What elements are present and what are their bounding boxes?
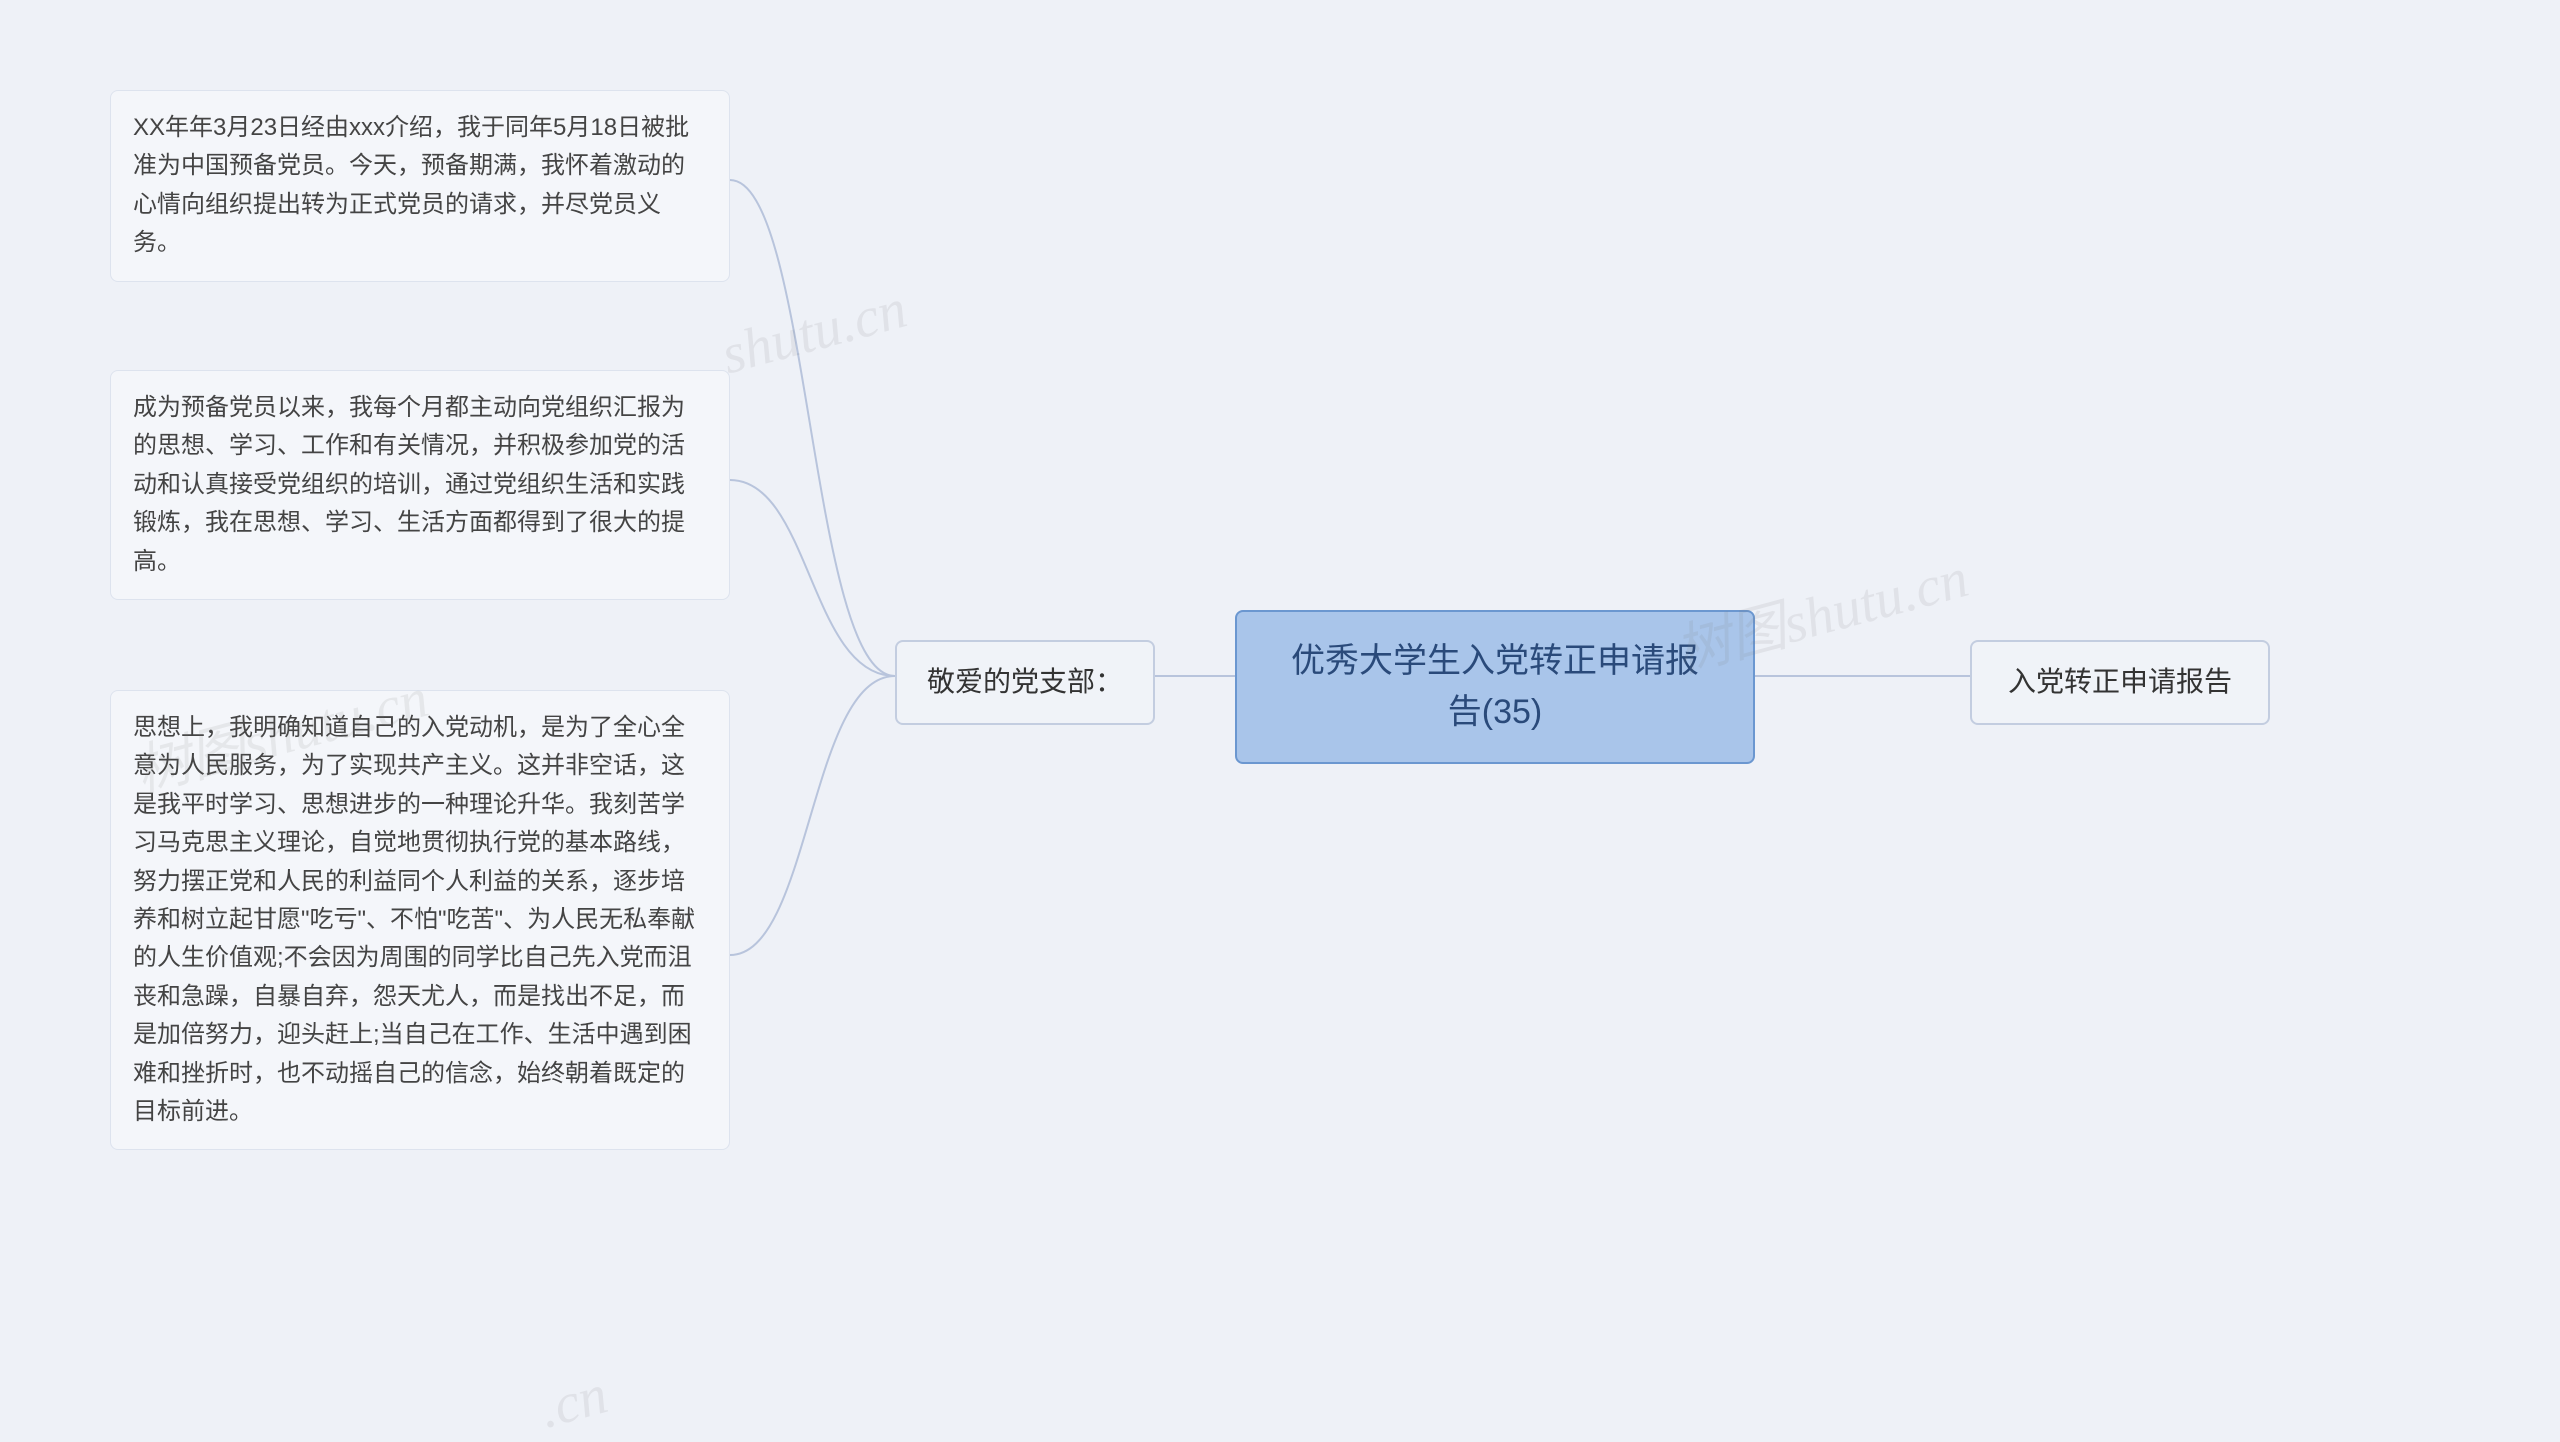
leaf-node-3[interactable]: 思想上，我明确知道自己的入党动机，是为了全心全意为人民服务，为了实现共产主义。这… <box>110 690 730 1150</box>
left-sub-node[interactable]: 敬爱的党支部： <box>895 640 1155 725</box>
watermark: .cn <box>533 1362 614 1441</box>
watermark: shutu.cn <box>715 277 913 388</box>
leaf-node-1[interactable]: XX年年3月23日经由xxx介绍，我于同年5月18日被批准为中国预备党员。今天，… <box>110 90 730 282</box>
right-sub-node[interactable]: 入党转正申请报告 <box>1970 640 2270 725</box>
center-node[interactable]: 优秀大学生入党转正申请报告(35) <box>1235 610 1755 764</box>
leaf-node-2[interactable]: 成为预备党员以来，我每个月都主动向党组织汇报为的思想、学习、工作和有关情况，并积… <box>110 370 730 600</box>
